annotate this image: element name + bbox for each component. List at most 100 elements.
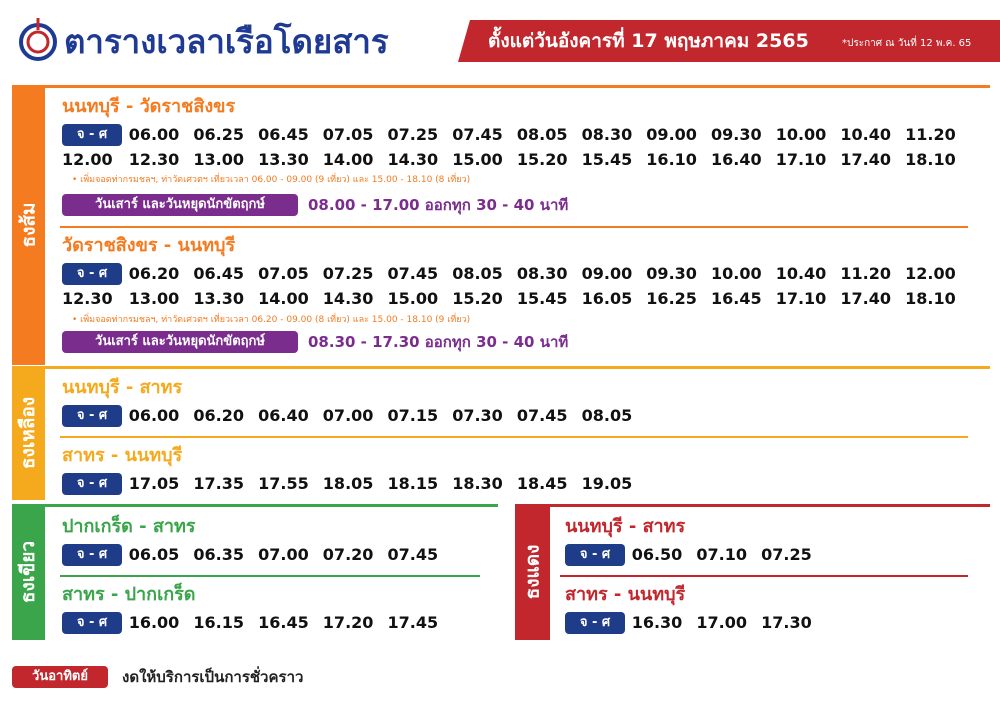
departure-time: 06.45: [258, 125, 309, 144]
route-title: ปากเกร็ด - สาทร: [62, 516, 196, 537]
closed-day: วันอาทิตย์: [12, 666, 108, 688]
section-top-line: [12, 366, 990, 369]
header-graphics: [19, 18, 1000, 62]
days-badge: จ - ศ: [62, 612, 122, 634]
departure-time: 07.45: [387, 264, 439, 283]
departure-time: 18.05: [322, 474, 374, 493]
route-separator: [60, 226, 968, 228]
departure-time: 09.30: [711, 125, 762, 144]
departure-time: 18.10: [905, 289, 956, 308]
departure-time: 16.45: [711, 289, 762, 308]
departure-time: 19.05: [581, 474, 633, 493]
departure-time: 07.25: [761, 545, 812, 564]
departure-time: 06.45: [193, 264, 244, 283]
logo-inner: [26, 30, 50, 54]
departure-time: 18.30: [452, 474, 503, 493]
effective-date: ตั้งแต่วันอังคารที่ 17 พฤษภาคม 2565: [488, 30, 809, 52]
departure-time: 15.45: [581, 150, 633, 169]
departure-time: 07.30: [452, 406, 503, 425]
departure-time: 12.30: [128, 150, 180, 169]
departure-time: 16.40: [711, 150, 762, 169]
route-separator: [60, 575, 480, 577]
days-badge: จ - ศ: [565, 544, 625, 566]
departure-time: 08.30: [516, 264, 568, 283]
departure-time: 17.05: [128, 474, 180, 493]
route-title: สาทร - นนทบุรี: [62, 445, 183, 466]
departure-time: 14.30: [322, 289, 374, 308]
departure-time: 15.00: [452, 150, 503, 169]
route-title: นนทบุรี - สาทร: [565, 516, 686, 537]
departure-time: 12.00: [905, 264, 956, 283]
departure-time: 15.20: [452, 289, 503, 308]
departure-time: 18.45: [516, 474, 568, 493]
section-top-line: [12, 504, 498, 507]
departure-time: 17.35: [193, 474, 244, 493]
departure-time: 13.00: [128, 289, 180, 308]
departure-time: 10.00: [775, 125, 827, 144]
route-separator: [560, 575, 968, 577]
departure-time: 18.10: [905, 150, 956, 169]
departure-time: 17.40: [840, 150, 891, 169]
departure-time: 08.30: [581, 125, 633, 144]
departure-time: 17.10: [775, 289, 827, 308]
departure-time: 06.25: [193, 125, 244, 144]
route-title: สาทร - นนทบุรี: [565, 584, 686, 605]
departure-time: 16.10: [646, 150, 697, 169]
section-label-text: ธงส้ม: [17, 202, 40, 248]
days-badge: จ - ศ: [62, 405, 122, 427]
weekend-hours: 08.00 - 17.00 ออกทุก 30 - 40 นาที: [308, 196, 569, 214]
departure-time: 16.15: [193, 613, 244, 632]
departure-time: 09.30: [646, 264, 697, 283]
departure-time: 16.05: [581, 289, 633, 308]
departure-time: 07.15: [387, 406, 439, 425]
departure-time: 08.05: [516, 125, 568, 144]
logo: [19, 23, 57, 61]
weekend-hours: 08.30 - 17.30 ออกทุก 30 - 40 นาที: [308, 333, 569, 351]
departure-time: 17.10: [775, 150, 827, 169]
section-label-text: ธงเขียว: [17, 540, 40, 604]
departure-time: 17.40: [840, 289, 891, 308]
section-label-text: ธงแดง: [521, 544, 544, 600]
departure-time: 16.00: [128, 613, 180, 632]
route-separator: [60, 436, 968, 438]
departure-time: 06.50: [631, 545, 683, 564]
departure-time: 07.00: [258, 545, 309, 564]
route-title: วัดราชสิงขร - นนทบุรี: [62, 235, 236, 256]
departure-time: 06.40: [258, 406, 309, 425]
departure-time: 13.30: [193, 289, 244, 308]
departure-time: 06.05: [128, 545, 180, 564]
departure-time: 15.00: [387, 289, 439, 308]
section-label: ธงแดง: [515, 504, 550, 640]
departure-time: 17.55: [258, 474, 309, 493]
announcement: *ประกาศ ณ วันที่ 12 พ.ค. 65: [842, 38, 972, 49]
departure-time: 14.00: [322, 150, 374, 169]
departure-time: 10.00: [711, 264, 762, 283]
departure-time: 16.30: [631, 613, 683, 632]
section-label: ธงเหลือง: [12, 366, 45, 500]
section-top-line: [515, 504, 990, 507]
closed-text: งดให้บริการเป็นการชั่วคราว: [122, 668, 304, 686]
departure-time: 10.40: [775, 264, 827, 283]
departure-time: 08.05: [452, 264, 503, 283]
departure-time: 07.45: [516, 406, 568, 425]
departure-time: 09.00: [646, 125, 697, 144]
route-title: นนทบุรี - สาทร: [62, 377, 183, 398]
departure-time: 09.00: [581, 264, 633, 283]
days-badge: จ - ศ: [62, 124, 122, 146]
departure-time: 07.25: [322, 264, 374, 283]
departure-time: 06.20: [193, 406, 244, 425]
departure-time: 14.30: [387, 150, 439, 169]
departure-time: 07.00: [322, 406, 374, 425]
departure-time: 07.45: [452, 125, 503, 144]
route-note: • เพิ่มจอดท่ากรมชลฯ, ท่าวัดเศวตฯ เที่ยวเ…: [72, 175, 471, 185]
departure-time: 12.30: [62, 289, 113, 308]
header-banner: [458, 20, 1000, 62]
route-title: นนทบุรี - วัดราชสิงขร: [62, 96, 236, 117]
departure-time: 17.30: [761, 613, 812, 632]
section-label-text: ธงเหลือง: [17, 396, 40, 470]
days-badge: จ - ศ: [62, 473, 122, 495]
departure-time: 16.25: [646, 289, 697, 308]
section-label: ธงส้ม: [12, 85, 45, 365]
departure-time: 15.20: [516, 150, 568, 169]
